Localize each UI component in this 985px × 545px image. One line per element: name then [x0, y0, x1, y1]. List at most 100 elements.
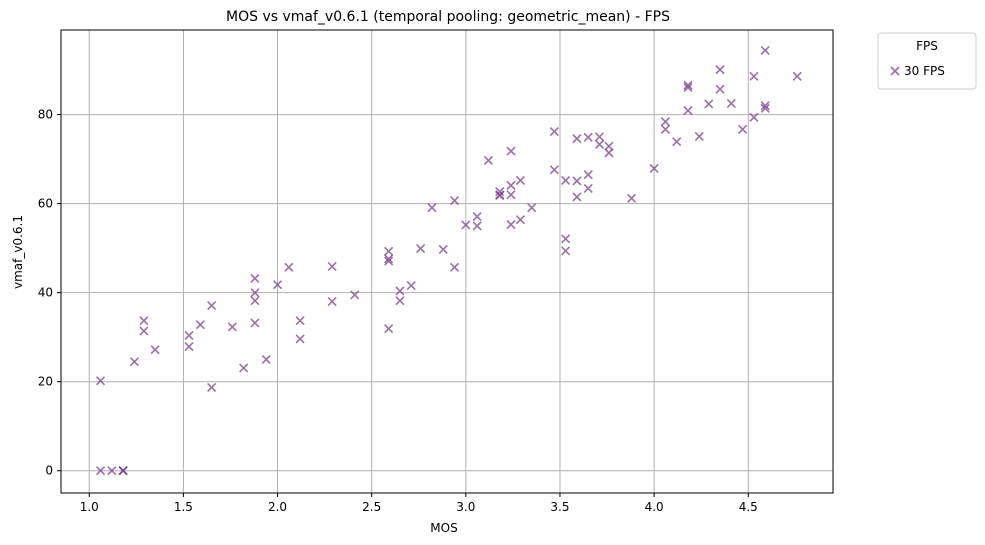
data-point — [427, 203, 437, 213]
data-point — [515, 215, 525, 225]
data-point — [250, 296, 260, 306]
data-point — [139, 326, 149, 336]
data-point — [250, 318, 260, 328]
data-point — [239, 363, 249, 373]
data-point — [472, 221, 482, 231]
data-point — [139, 316, 149, 326]
y-tick-label: 60 — [38, 197, 53, 211]
data-point — [129, 357, 139, 367]
data-point — [395, 286, 405, 296]
data-point — [483, 155, 493, 166]
chart-title: MOS vs vmaf_v0.6.1 (temporal pooling: ge… — [226, 9, 670, 25]
data-point — [549, 126, 559, 137]
y-tick-label: 20 — [38, 375, 53, 389]
data-point — [694, 131, 704, 141]
legend-marker-x — [890, 66, 900, 76]
data-point — [704, 99, 714, 109]
x-tick-label: 2.5 — [362, 500, 381, 514]
data-point — [384, 246, 394, 256]
data-point — [683, 106, 693, 116]
data-point — [184, 330, 194, 340]
data-point — [726, 98, 736, 109]
data-point — [150, 345, 160, 355]
data-point — [604, 141, 614, 151]
data-point — [572, 176, 582, 186]
data-point — [749, 71, 759, 81]
data-point — [295, 316, 305, 326]
y-tick-label: 40 — [38, 286, 53, 300]
data-point — [715, 65, 725, 75]
data-point — [118, 466, 128, 476]
data-point — [683, 82, 693, 92]
data-point — [207, 382, 217, 393]
data-point — [506, 219, 516, 230]
data-point — [227, 322, 237, 332]
data-point — [284, 262, 294, 272]
x-tick-label: 4.0 — [645, 500, 664, 514]
data-point — [792, 71, 802, 81]
data-point — [350, 290, 360, 300]
data-point — [583, 183, 593, 194]
y-tick-label: 0 — [45, 464, 53, 478]
data-point — [760, 103, 770, 113]
data-point — [527, 203, 537, 213]
data-point — [472, 211, 482, 222]
data-point — [250, 288, 260, 298]
x-tick-label: 2.0 — [268, 500, 287, 514]
data-point — [506, 180, 516, 190]
data-point — [583, 170, 593, 180]
data-point — [327, 261, 337, 271]
legend-marker-x-icon — [890, 66, 900, 76]
legend-box — [877, 32, 977, 90]
data-point — [561, 175, 571, 186]
data-point — [672, 137, 682, 147]
data-point — [660, 124, 670, 134]
data-point — [406, 280, 416, 291]
data-point — [250, 273, 260, 283]
data-point — [495, 187, 505, 197]
data-point — [384, 324, 394, 334]
data-point — [506, 146, 516, 156]
legend-title: FPS — [916, 39, 938, 53]
data-point — [449, 262, 460, 272]
data-point — [295, 334, 305, 344]
data-point — [649, 163, 659, 174]
axis-ticks: 1.0 1.5 2.0 2.5 3.0 3.5 4.0 4.5 0 20 40 60 80 — [38, 108, 758, 514]
legend-entry-label: 30 FPS — [904, 64, 945, 78]
data-point — [261, 354, 271, 365]
legend: FPS 30 FPS — [877, 32, 977, 90]
grid — [61, 30, 833, 493]
data-point — [384, 254, 394, 264]
data-point — [384, 256, 394, 266]
data-point — [594, 139, 605, 149]
x-tick-label: 3.5 — [550, 500, 569, 514]
x-tick-label: 3.0 — [456, 500, 475, 514]
y-tick-label: 80 — [38, 108, 53, 122]
data-point — [272, 280, 283, 290]
data-point — [515, 175, 525, 186]
data-point — [438, 244, 448, 255]
data-point — [506, 190, 516, 200]
data-point — [561, 246, 571, 256]
data-point — [572, 134, 582, 144]
x-tick-label: 4.5 — [739, 500, 758, 514]
data-point — [95, 466, 106, 476]
data-point — [449, 195, 460, 206]
plot-frame — [60, 29, 834, 494]
data-point — [604, 148, 614, 158]
data-points — [95, 45, 802, 476]
data-point — [738, 124, 748, 134]
data-point — [760, 101, 770, 111]
data-point — [416, 244, 426, 254]
data-point — [594, 132, 605, 142]
data-point — [184, 341, 194, 352]
data-point — [107, 466, 117, 476]
data-point — [715, 84, 725, 94]
data-point — [195, 320, 205, 330]
data-point — [461, 220, 471, 230]
data-point — [207, 301, 217, 311]
data-point — [95, 376, 106, 386]
x-tick-label: 1.5 — [174, 500, 193, 514]
